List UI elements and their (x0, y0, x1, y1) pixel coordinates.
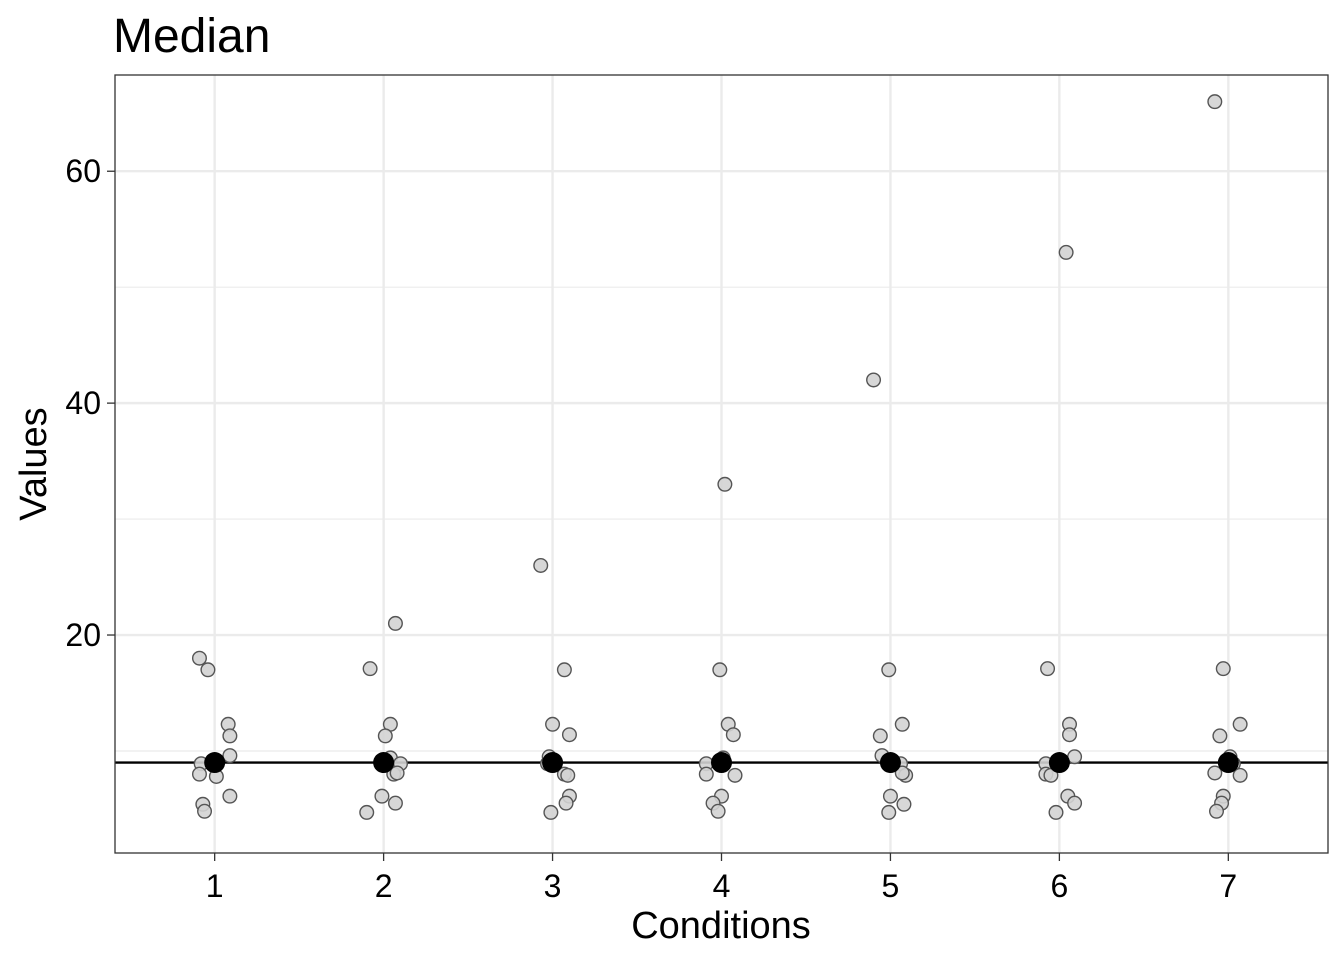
data-point (377, 728, 393, 744)
x-axis-label: Conditions (631, 905, 811, 947)
data-point (362, 661, 378, 677)
data-point (698, 766, 714, 782)
data-point (894, 716, 910, 732)
y-axis-label: Values (13, 407, 55, 520)
data-point (197, 803, 213, 819)
y-axis: 20 40 60 (65, 153, 115, 653)
x-tick-label: 4 (713, 868, 731, 904)
data-point (881, 662, 897, 678)
data-point (1208, 803, 1224, 819)
data-point (560, 767, 576, 783)
median-point (1217, 752, 1239, 774)
median-point (542, 752, 564, 774)
data-point (1058, 244, 1074, 260)
data-point (1040, 661, 1056, 677)
data-point (222, 728, 238, 744)
data-point (1067, 795, 1083, 811)
data-point (558, 795, 574, 811)
data-point (191, 650, 207, 666)
data-point (200, 662, 216, 678)
data-point (882, 788, 898, 804)
data-point (222, 748, 238, 764)
data-point (191, 766, 207, 782)
data-point (389, 765, 405, 781)
data-point (374, 788, 390, 804)
data-point (881, 804, 897, 820)
data-point (1212, 728, 1228, 744)
data-point (1207, 94, 1223, 110)
data-point (1232, 767, 1248, 783)
data-point (387, 795, 403, 811)
data-point (1062, 727, 1078, 743)
median-point (1048, 752, 1070, 774)
data-point (894, 765, 910, 781)
median-points-layer (204, 752, 1239, 774)
x-tick-label: 6 (1050, 868, 1068, 904)
data-point (896, 796, 912, 812)
data-point (359, 804, 375, 820)
data-point (1215, 661, 1231, 677)
data-point (1207, 765, 1223, 781)
median-point (373, 752, 395, 774)
y-tick-label: 60 (65, 153, 101, 189)
data-point (710, 803, 726, 819)
data-point (712, 662, 728, 678)
data-point (556, 662, 572, 678)
data-point (222, 788, 238, 804)
data-point (872, 728, 888, 744)
data-point (1048, 804, 1064, 820)
y-tick-label: 20 (65, 617, 101, 653)
data-point (545, 716, 561, 732)
x-tick-label: 5 (882, 868, 900, 904)
jittered-points-layer (191, 94, 1248, 820)
x-tick-label: 7 (1219, 868, 1237, 904)
data-point (727, 767, 743, 783)
median-point (879, 752, 901, 774)
median-point (711, 752, 732, 774)
x-tick-label: 3 (544, 868, 562, 904)
data-point (725, 727, 741, 743)
median-point (204, 752, 226, 774)
y-tick-label: 40 (65, 385, 101, 421)
data-point (543, 804, 559, 820)
data-point (866, 372, 882, 388)
x-tick-label: 1 (206, 868, 224, 904)
x-tick-label: 2 (375, 868, 393, 904)
data-point (533, 557, 549, 573)
data-point (717, 476, 733, 492)
data-point (387, 615, 403, 631)
data-point (1232, 716, 1248, 732)
x-axis: 1 2 3 4 5 6 7 (206, 853, 1237, 904)
data-point (561, 727, 577, 743)
chart-title: Median (113, 10, 270, 63)
